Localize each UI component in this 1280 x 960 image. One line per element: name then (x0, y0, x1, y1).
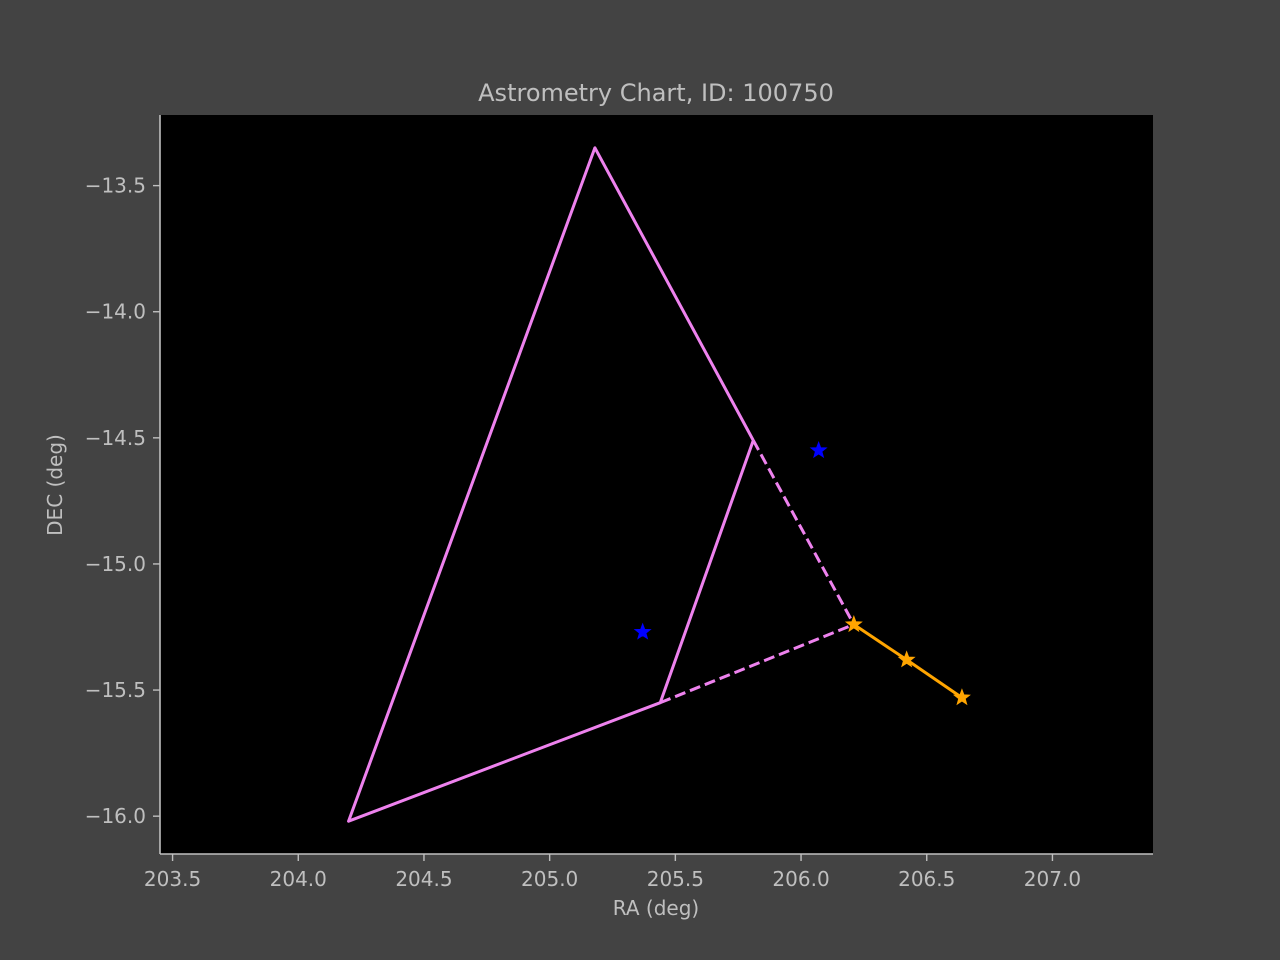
x-tick-label: 205.5 (647, 867, 704, 891)
star-marker (809, 441, 828, 459)
chart-title: Astrometry Chart, ID: 100750 (478, 79, 834, 107)
x-tick-label: 204.5 (395, 867, 452, 891)
y-axis-label: DEC (deg) (43, 434, 67, 536)
x-tick-label: 204.0 (270, 867, 327, 891)
y-tick-label: −13.5 (85, 174, 146, 198)
chart-marks (347, 146, 971, 823)
series-line-1 (751, 439, 856, 626)
x-tick-label: 203.5 (144, 867, 201, 891)
x-tick-label: 207.0 (1024, 867, 1081, 891)
y-tick-label: −16.0 (85, 804, 146, 828)
x-tick-label: 206.0 (772, 867, 829, 891)
plot-area (160, 115, 1153, 854)
star-marker (897, 650, 916, 668)
star-marker (633, 622, 652, 640)
x-tick-label: 206.5 (898, 867, 955, 891)
y-tick-label: −14.5 (85, 426, 146, 450)
star-marker (952, 688, 971, 706)
y-axis-ticks: −13.5 −14.0 −14.5 −15.0 −15.5 −16.0 (85, 174, 160, 828)
series-line-0 (347, 146, 755, 823)
y-tick-label: −14.0 (85, 300, 146, 324)
x-axis-ticks: 203.5 204.0 204.5 205.0 205.5 206.0 206.5 207.0 (144, 854, 1081, 891)
y-tick-label: −15.0 (85, 552, 146, 576)
x-tick-label: 205.0 (521, 867, 578, 891)
y-tick-label: −15.5 (85, 678, 146, 702)
star-marker (844, 615, 863, 633)
series-line-2 (659, 623, 855, 705)
x-axis-label: RA (deg) (613, 896, 699, 920)
